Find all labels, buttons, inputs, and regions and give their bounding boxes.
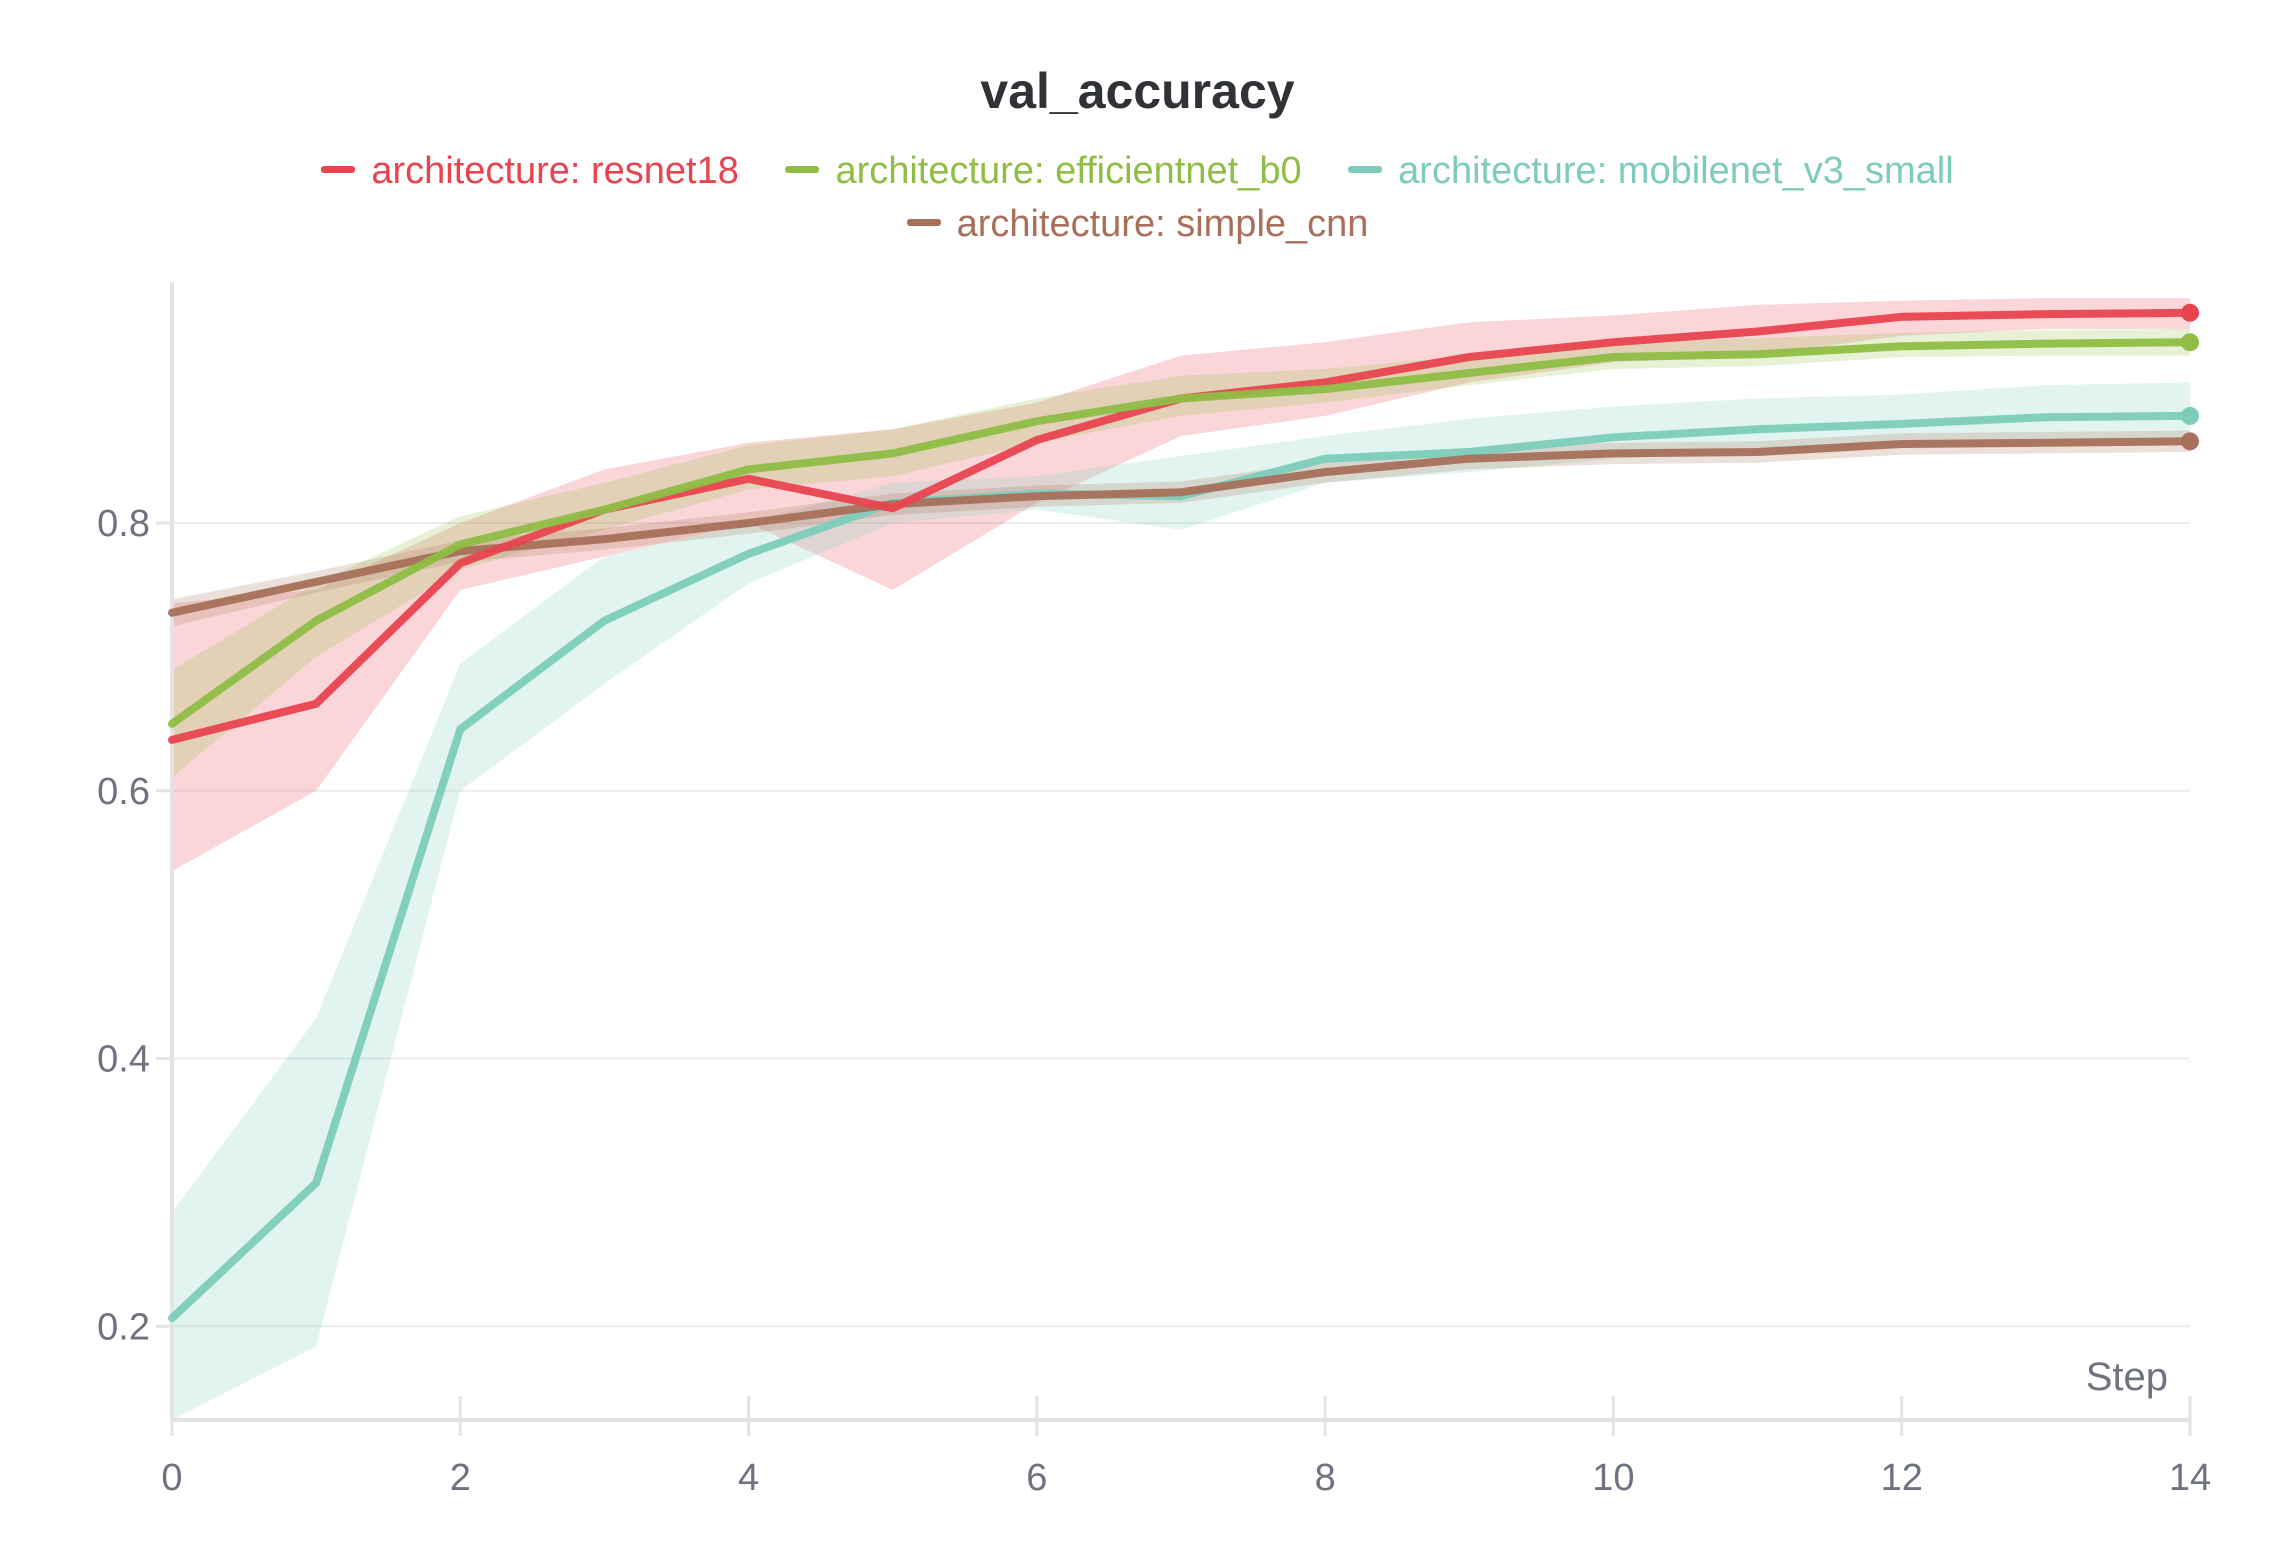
x-tick-label: 4	[738, 1457, 759, 1499]
line-layer	[168, 303, 2199, 1323]
y-tick-label: 0.2	[97, 1306, 150, 1348]
x-tick-label: 12	[1881, 1457, 1923, 1499]
series-band-resnet18	[172, 298, 2190, 872]
x-tick-label: 14	[2169, 1457, 2211, 1499]
series-end-point-mobilenet-v3-small	[2181, 406, 2199, 425]
legend-label-efficientnet-b0: architecture: efficientnet_b0	[835, 150, 1302, 192]
series-end-point-resnet18	[2181, 303, 2199, 322]
legend-label-mobilenet-v3-small: architecture: mobilenet_v3_small	[1398, 150, 1954, 192]
x-tick-label: 10	[1592, 1457, 1634, 1499]
series-line-efficientnet-b0	[168, 338, 2194, 728]
legend-swatch-simple-cnn	[906, 219, 941, 227]
x-axis-label: Step	[2086, 1355, 2168, 1399]
legend-swatch-resnet18	[321, 166, 356, 174]
series-end-point-simple-cnn	[2181, 432, 2199, 451]
legend-item-efficientnet-b0[interactable]: architecture: efficientnet_b0	[785, 150, 1302, 193]
legend-swatch-efficientnet-b0	[785, 166, 820, 174]
x-tick-label: 6	[1026, 1457, 1047, 1499]
legend-label-resnet18: architecture: resnet18	[371, 150, 739, 192]
legend-item-mobilenet-v3-small[interactable]: architecture: mobilenet_v3_small	[1348, 150, 1954, 193]
label-layer: 0.2 0.4 0.6 0.8 0 2 4 6 8 10 12 14 Step	[97, 503, 2211, 1499]
chart-title: val_accuracy	[980, 63, 1295, 119]
axis-layer	[156, 282, 2192, 1436]
y-tick-label: 0.8	[97, 503, 150, 545]
legend-row-2: architecture: simple_cnn	[0, 203, 2275, 246]
legend-swatch-mobilenet-v3-small	[1348, 166, 1383, 174]
grid-layer	[172, 521, 2190, 1328]
x-tick-label: 2	[450, 1457, 471, 1499]
x-tick-label: 8	[1315, 1457, 1336, 1499]
series-end-point-efficientnet-b0	[2181, 333, 2199, 352]
band-layer	[172, 298, 2190, 1420]
legend-item-simple-cnn[interactable]: architecture: simple_cnn	[906, 203, 1369, 246]
legend-label-simple-cnn: architecture: simple_cnn	[956, 203, 1369, 245]
y-tick-label: 0.6	[97, 771, 150, 813]
y-tick-label: 0.4	[97, 1039, 150, 1081]
series-band-simple-cnn	[172, 430, 2190, 627]
legend-item-resnet18[interactable]: architecture: resnet18	[321, 150, 739, 193]
legend-row-1: architecture: resnet18 architecture: eff…	[0, 150, 2275, 193]
x-tick-label: 0	[161, 1457, 182, 1499]
